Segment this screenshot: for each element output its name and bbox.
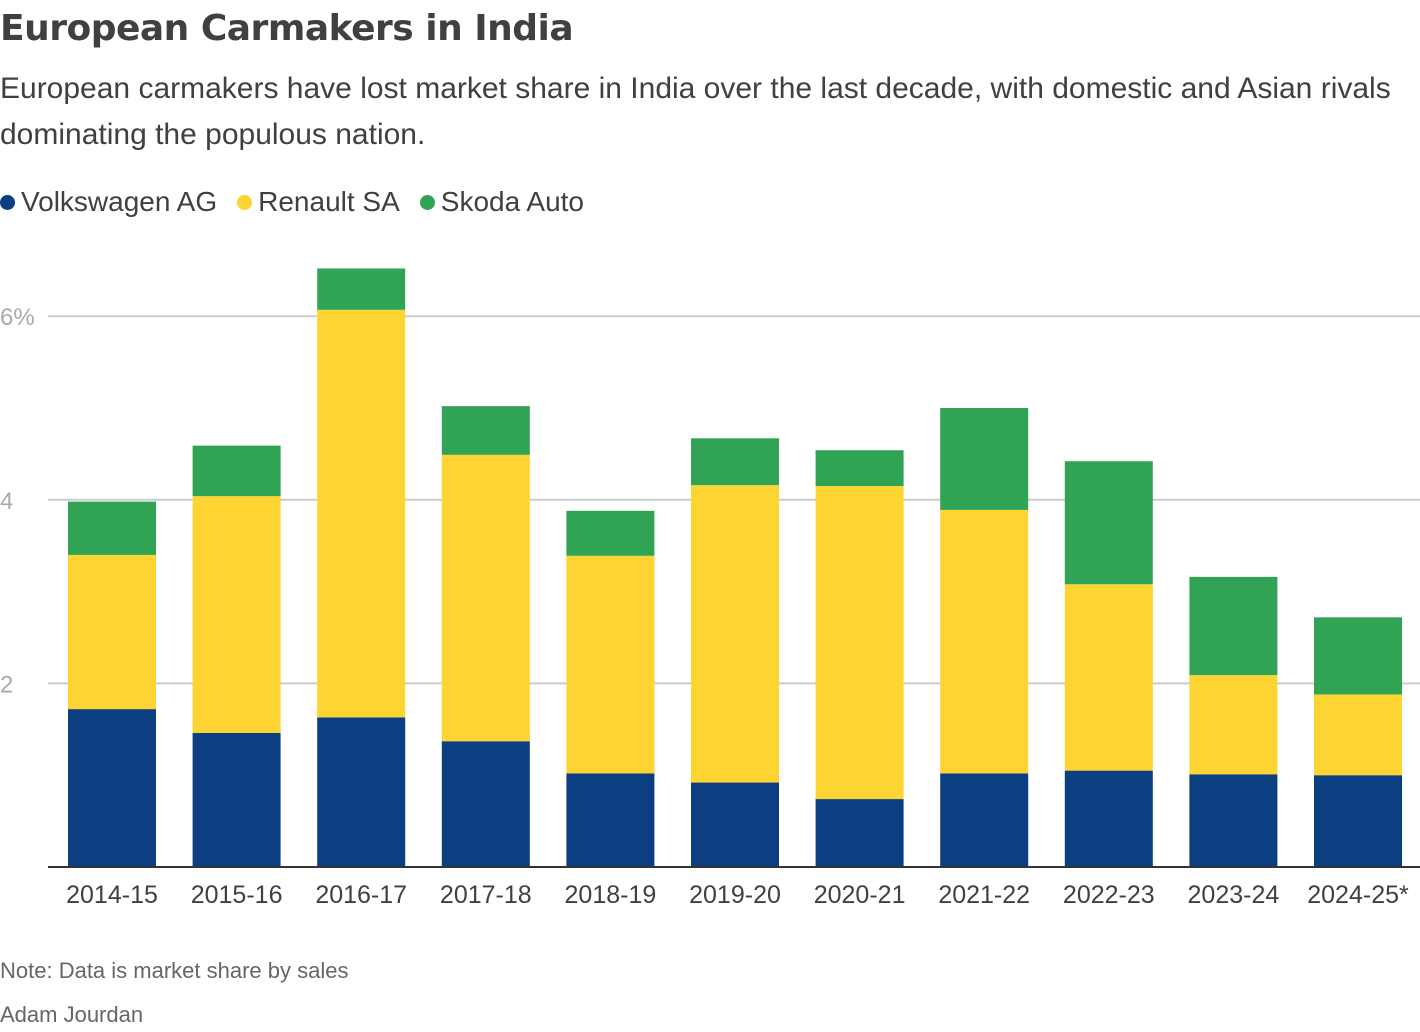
x-tick-label: 2022-23	[1063, 881, 1155, 909]
bar-renault-sa	[317, 309, 406, 718]
bar-volkswagen-ag	[317, 717, 406, 867]
y-tick-label: 4	[0, 488, 13, 515]
bar-renault-sa	[1314, 694, 1402, 776]
legend-swatch	[237, 194, 253, 210]
y-tick-label: 2	[0, 671, 13, 698]
bar-renault-sa	[940, 509, 1029, 774]
bar-volkswagen-ag	[691, 782, 779, 867]
bar-renault-sa	[566, 555, 655, 774]
bar-volkswagen-ag	[815, 799, 904, 867]
x-tick-label: 2018-19	[565, 881, 657, 909]
x-tick-label: 2016-17	[315, 881, 407, 909]
legend-item-renault: Renault SA	[237, 186, 400, 218]
bar-renault-sa	[441, 454, 530, 742]
legend-swatch	[0, 194, 15, 210]
bar-renault-sa	[815, 486, 904, 800]
x-tick-label: 2017-18	[440, 881, 532, 909]
legend-label: Renault SA	[258, 186, 400, 217]
legend-item-volkswagen: Volkswagen AG	[0, 186, 217, 218]
bar-skoda-auto	[192, 445, 281, 497]
bar-renault-sa	[68, 554, 156, 710]
bar-volkswagen-ag	[566, 773, 655, 867]
legend-item-skoda: Skoda Auto	[419, 186, 584, 218]
bar-skoda-auto	[1189, 576, 1278, 676]
bar-volkswagen-ag	[1189, 774, 1278, 867]
bar-volkswagen-ag	[441, 741, 530, 867]
chart-subtitle: European carmakers have lost market shar…	[0, 72, 1391, 151]
x-tick-label: 2020-21	[814, 881, 906, 909]
bar-renault-sa	[1189, 675, 1278, 775]
bar-skoda-auto	[317, 268, 406, 310]
x-tick-label: 2023-24	[1188, 881, 1280, 909]
x-tick-label: 2021-22	[938, 881, 1030, 909]
x-tick-label: 2015-16	[191, 881, 283, 909]
chart-note: Note: Data is market share by sales	[0, 958, 349, 983]
bar-skoda-auto	[1064, 461, 1153, 585]
legend-label: Skoda Auto	[440, 186, 584, 217]
legend: Volkswagen AG Renault SA Skoda Auto	[0, 186, 584, 218]
bar-skoda-auto	[566, 510, 655, 556]
bar-skoda-auto	[691, 438, 779, 486]
bar-skoda-auto	[815, 450, 904, 487]
bar-skoda-auto	[940, 408, 1029, 510]
bar-skoda-auto	[68, 501, 156, 555]
bar-renault-sa	[691, 485, 779, 783]
legend-swatch	[419, 194, 435, 210]
bar-volkswagen-ag	[1064, 770, 1153, 867]
y-tick-label: 6%	[0, 304, 35, 331]
x-tick-label: 2019-20	[689, 881, 781, 909]
bar-volkswagen-ag	[1314, 775, 1402, 867]
chart-source: Adam Jourdan	[0, 1002, 144, 1027]
bar-skoda-auto	[441, 406, 530, 455]
bar-volkswagen-ag	[68, 709, 156, 867]
bar-renault-sa	[192, 496, 281, 733]
legend-label: Volkswagen AG	[21, 186, 218, 217]
x-tick-label: 2024-25*	[1307, 881, 1409, 909]
bar-volkswagen-ag	[192, 732, 281, 867]
chart-title: European Carmakers in India	[0, 8, 574, 49]
bar-skoda-auto	[1314, 617, 1402, 695]
bar-volkswagen-ag	[940, 773, 1029, 867]
x-tick-label: 2014-15	[66, 881, 158, 909]
bar-renault-sa	[1064, 584, 1153, 771]
